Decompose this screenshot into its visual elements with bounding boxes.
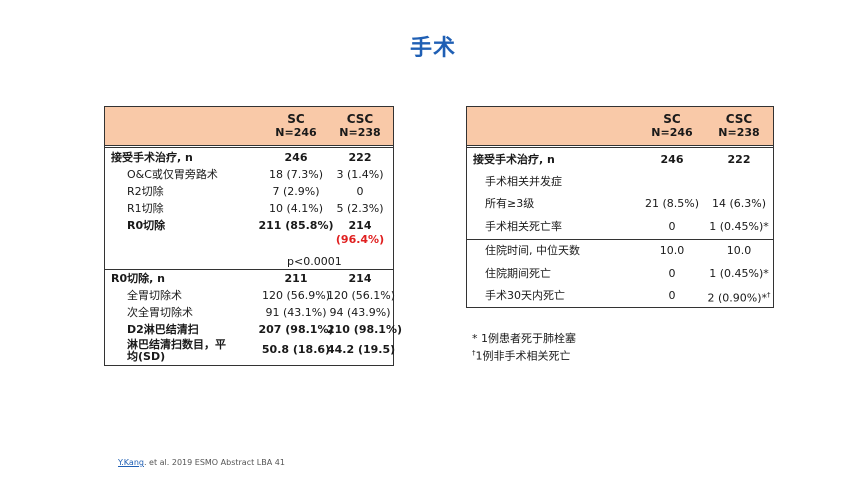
row-label: 次全胃切除术 (127, 306, 193, 319)
row-label: R0切除 (127, 219, 166, 232)
footnote-asterisk: * 1例患者死于肺栓塞 (472, 332, 576, 345)
sc-value: 246 (284, 151, 308, 164)
csc-value: 0 (356, 185, 364, 198)
table-row: p<0.0001 (105, 253, 393, 270)
row-label: 接受手术治疗, n (111, 151, 193, 164)
dagger-mark: † (472, 349, 476, 357)
csc-value: 120 (56.1%) (327, 289, 396, 302)
sc-value: 10 (4.1%) (268, 202, 324, 215)
row-label: 住院期间死亡 (485, 267, 551, 280)
csc-value: 214 (348, 219, 372, 232)
column-header-csc: CSC N=238 (327, 112, 393, 140)
column-name: CSC (346, 112, 374, 126)
table-row: R0切除 211 (85.8%) 214 (105, 217, 393, 234)
row-label: 所有≥3级 (485, 197, 535, 210)
sc-value: 91 (43.1%) (265, 306, 327, 319)
csc-value: 44.2 (19.5) (327, 343, 396, 356)
page-title: 手术 (409, 36, 456, 61)
column-header-sc: SC N=246 (639, 112, 705, 140)
column-n: N=246 (275, 126, 317, 139)
table-row: 手术30天内死亡 0 2 (0.90%)*† (467, 287, 773, 307)
sc-value: 21 (8.5%) (644, 197, 700, 210)
csc-value: 94 (43.9%) (329, 306, 391, 319)
sc-value: 211 (284, 272, 308, 285)
complications-table: SC N=246 CSC N=238 接受手术治疗, n 246 222 手术相… (466, 106, 774, 308)
sc-value: 0 (668, 289, 676, 302)
row-label: D2淋巴结清扫 (127, 323, 199, 336)
table-row: 住院时间, 中位天数 10.0 10.0 (467, 242, 773, 259)
row-label: 手术相关并发症 (485, 175, 562, 188)
sc-value: 10.0 (659, 244, 685, 257)
table-row: R2切除 7 (2.9%) 0 (105, 183, 393, 200)
citation-author: Y.Kang (118, 458, 144, 467)
table-row: R0切除, n 211 214 (105, 270, 393, 287)
sc-value: 211 (85.8%) (258, 219, 334, 232)
csc-value: 210 (98.1%) (327, 323, 403, 336)
sc-value: 7 (2.9%) (272, 185, 320, 198)
sc-value: 207 (98.1%) (258, 323, 334, 336)
table-row: 接受手术治疗, n 246 222 (105, 149, 393, 166)
table-row: R1切除 10 (4.1%) 5 (2.3%) (105, 200, 393, 217)
table-header: SC N=246 CSC N=238 (467, 107, 773, 146)
row-label: R1切除 (127, 202, 164, 215)
sc-value: 18 (7.3%) (268, 168, 324, 181)
table-row: 全胃切除术 120 (56.9%) 120 (56.1%) (105, 287, 396, 304)
column-n: N=246 (651, 126, 693, 139)
column-header-csc: CSC N=238 (705, 112, 773, 140)
column-name: SC (663, 112, 681, 126)
row-label: 淋巴结清扫数目，平 (127, 338, 226, 351)
row-label: 手术30天内死亡 (485, 289, 565, 302)
row-label: 全胃切除术 (127, 289, 182, 302)
table-row: (96.4%) (105, 231, 393, 248)
column-n: N=238 (718, 126, 760, 139)
csc-value: 3 (1.4%) (336, 168, 384, 181)
csc-value: 214 (348, 272, 372, 285)
sc-value: 50.8 (18.6) (261, 343, 331, 356)
footnote-dagger: †1例非手术相关死亡 (472, 346, 571, 364)
table-header: SC N=246 CSC N=238 (105, 107, 393, 146)
row-label: R0切除, n (111, 272, 165, 285)
csc-value: 5 (2.3%) (336, 202, 384, 215)
table-row: 淋巴结清扫数目，平 均(SD) 50.8 (18.6) 44.2 (19.5) (105, 336, 396, 364)
sc-value: 246 (660, 153, 684, 166)
row-label: 住院时间, 中位天数 (485, 244, 580, 257)
surgery-outcomes-table: SC N=246 CSC N=238 接受手术治疗, n 246 222 O&C… (104, 106, 403, 366)
csc-value-text: 2 (0.90%)* (707, 291, 768, 305)
column-name: SC (287, 112, 305, 126)
sc-value: 0 (668, 267, 676, 280)
column-name: CSC (725, 112, 753, 126)
csc-value: 14 (6.3%) (711, 197, 767, 210)
csc-value: 222 (727, 153, 751, 166)
dagger-mark: † (767, 291, 771, 299)
row-label: 接受手术治疗, n (473, 153, 555, 166)
table-row: 手术相关死亡率 0 1 (0.45%)* (467, 218, 773, 235)
table-row: 所有≥3级 21 (8.5%) 14 (6.3%) (467, 195, 773, 212)
csc-value: 2 (0.90%)*† (705, 287, 773, 307)
sc-value: 0 (668, 220, 676, 233)
row-label-continued: 均(SD) (127, 350, 166, 363)
table-row: D2淋巴结清扫 207 (98.1%) 210 (98.1%) (105, 321, 403, 338)
csc-highlight-value: (96.4%) (335, 233, 385, 246)
table-row: 次全胃切除术 91 (43.1%) 94 (43.9%) (105, 304, 393, 321)
sc-value: 120 (56.9%) (261, 289, 331, 302)
column-n: N=238 (339, 126, 381, 139)
citation-text: . et al. 2019 ESMO Abstract LBA 41 (143, 458, 285, 467)
table-row: O&C或仅胃旁路术 18 (7.3%) 3 (1.4%) (105, 166, 393, 183)
csc-value: 1 (0.45%)* (709, 267, 769, 280)
table-row: 住院期间死亡 0 1 (0.45%)* (467, 265, 773, 282)
row-label: O&C或仅胃旁路术 (127, 168, 218, 181)
table-row: 接受手术治疗, n 246 222 (467, 151, 773, 168)
footnote-text: 1例非手术相关死亡 (475, 349, 571, 363)
column-header-sc: SC N=246 (255, 112, 337, 140)
row-label: R2切除 (127, 185, 164, 198)
csc-value: 10.0 (726, 244, 752, 257)
csc-value: 222 (348, 151, 372, 164)
row-label: 手术相关死亡率 (485, 220, 562, 233)
csc-value: 1 (0.45%)* (709, 220, 769, 233)
p-value: p<0.0001 (287, 255, 342, 268)
citation: Y.Kang. et al. 2019 ESMO Abstract LBA 41 (118, 458, 285, 467)
table-row: 手术相关并发症 (467, 173, 773, 190)
